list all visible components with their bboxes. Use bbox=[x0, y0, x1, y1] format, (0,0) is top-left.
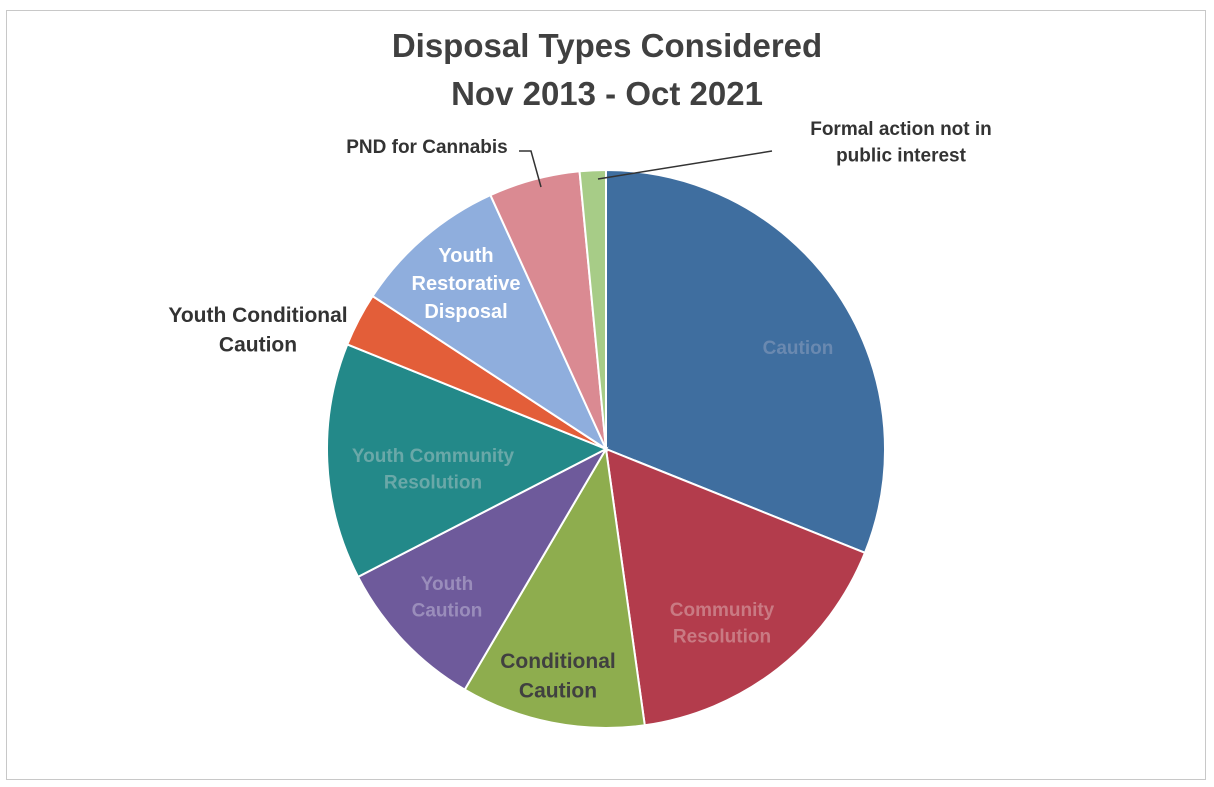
pie-slice-caution bbox=[605, 168, 886, 555]
slice-label-conditional-caution: Conditional Caution bbox=[500, 650, 615, 702]
slice-label-youth-restorative-disposal: Youth Restorative Disposal bbox=[412, 245, 521, 323]
pie-slice-youth-restorative-disposal bbox=[371, 193, 609, 452]
slice-label-youth-caution: Youth Caution bbox=[412, 574, 483, 622]
pie-slice-youth-caution bbox=[356, 446, 609, 691]
slice-label-youth-community-resolution: Youth Community Resolution bbox=[352, 446, 515, 494]
chart-subtitle: Nov 2013 - Oct 2021 bbox=[451, 75, 763, 112]
leader-line-formal-action-not-in-public-interest bbox=[597, 150, 773, 180]
slice-label-youth-conditional-caution: Youth Conditional Caution bbox=[168, 304, 347, 356]
pie-slice-youth-community-resolution bbox=[326, 343, 609, 579]
slice-label-pnd-for-cannabis: PND for Cannabis bbox=[346, 137, 508, 158]
pie-slice-formal-action-not-in-public-interest bbox=[578, 168, 607, 450]
slice-label-formal-action-not-in-public-interest: Formal action not in public interest bbox=[810, 119, 992, 167]
slice-label-caution: Caution bbox=[763, 338, 834, 359]
leader-line-pnd-for-cannabis bbox=[519, 150, 542, 188]
slice-label-community-resolution: Community Resolution bbox=[670, 600, 775, 648]
chart-title: Disposal Types Considered bbox=[391, 27, 823, 64]
pie-slice-community-resolution bbox=[604, 447, 867, 727]
pie-slice-conditional-caution bbox=[463, 446, 646, 729]
chart-title-block: Disposal Types Considered Nov 2013 - Oct… bbox=[0, 22, 1214, 118]
